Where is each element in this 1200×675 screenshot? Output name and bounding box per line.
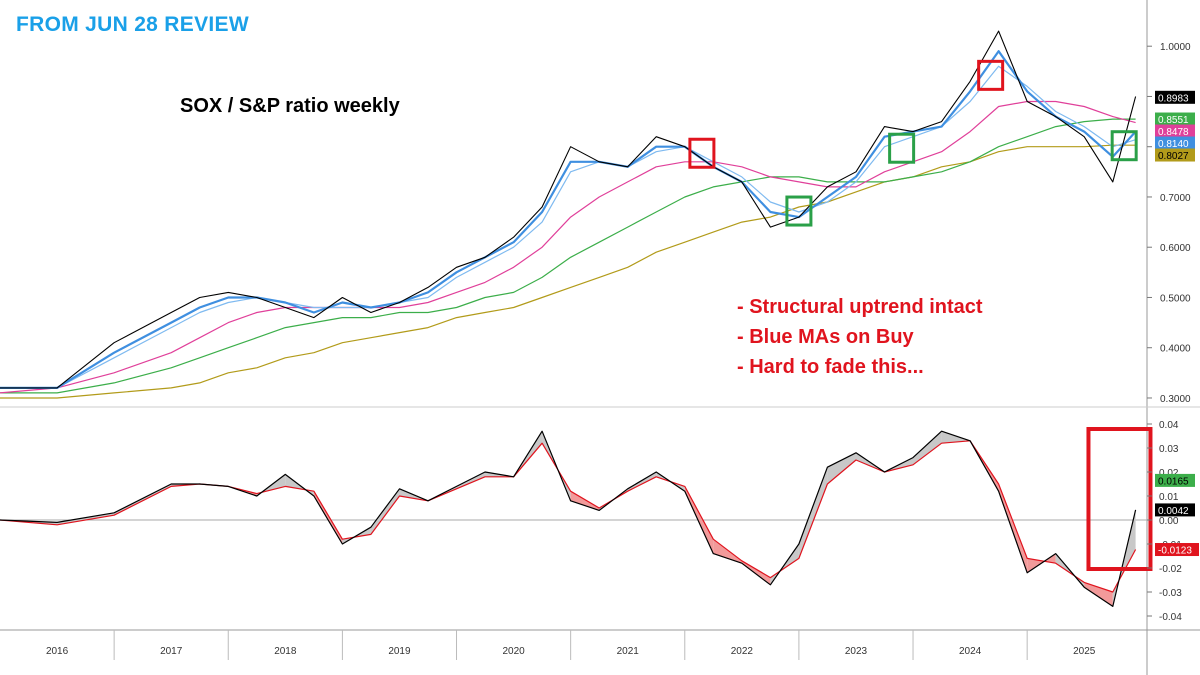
y-tick-label: 0.5000 (1160, 293, 1191, 304)
y-tick-label: 1.0000 (1160, 42, 1191, 53)
osc-fill (798, 467, 828, 559)
y-tick-label: 0.3000 (1160, 394, 1191, 405)
note-line: - Blue MAs on Buy (737, 326, 914, 348)
x-tick-label: 2025 (1073, 646, 1096, 657)
lower-panel (0, 430, 1137, 608)
x-tick-label: 2019 (388, 646, 411, 657)
y-tick-label: 0.00 (1159, 516, 1179, 527)
osc-fill (370, 488, 400, 535)
osc-fill (913, 431, 942, 465)
y-tick-label: -0.02 (1159, 564, 1182, 575)
series-line (0, 30, 1137, 389)
green-box-annotation (785, 195, 813, 227)
header-label: FROM JUN 28 REVIEW (16, 13, 249, 36)
last-value-label: -0.0123 (1158, 546, 1192, 557)
osc-fill (827, 452, 856, 484)
series-line (0, 100, 1136, 394)
last-value-tag (1155, 148, 1195, 162)
last-value-tag (1155, 90, 1195, 104)
x-tick-label: 2022 (731, 646, 754, 657)
last-value-label: 0.0165 (1158, 476, 1189, 487)
last-value-tag (1155, 112, 1195, 126)
last-value-label: 0.8551 (1158, 115, 1189, 126)
osc-fill (313, 491, 343, 544)
red-box-annotation (688, 137, 716, 169)
red-box-annotation (1086, 427, 1153, 571)
last-value-tag (1155, 503, 1195, 517)
green-box-annotation (1110, 130, 1138, 162)
osc-fill (1084, 582, 1113, 607)
x-tick-label: 2018 (274, 646, 297, 657)
last-value-tag (1155, 473, 1195, 487)
note-line: - Hard to fade this... (737, 356, 924, 378)
y-tick-label: 0.03 (1159, 444, 1179, 455)
series-line (0, 430, 1137, 608)
note-line: - Structural uptrend intact (737, 296, 983, 318)
red-box-annotation (977, 59, 1005, 91)
x-tick-label: 2016 (46, 646, 69, 657)
last-value-label: 0.8478 (1158, 127, 1189, 138)
x-tick-label: 2020 (502, 646, 525, 657)
x-tick-label: 2017 (160, 646, 183, 657)
y-tick-label: -0.04 (1159, 612, 1182, 623)
y-tick-label: 0.7000 (1160, 193, 1191, 204)
last-value-tag (1155, 543, 1199, 557)
annotation-layer (688, 59, 1153, 571)
y-tick-label: -0.03 (1159, 588, 1182, 599)
y-tick-label: 0.6000 (1160, 243, 1191, 254)
series-line (0, 144, 1136, 399)
last-value-label: 0.8027 (1158, 151, 1189, 162)
y-tick-label: 0.02 (1159, 468, 1179, 479)
last-value-label: 0.0042 (1158, 506, 1189, 517)
green-box-annotation (888, 132, 916, 164)
x-tick-label: 2024 (959, 646, 982, 657)
series-line (0, 118, 1136, 394)
x-tick-label: 2023 (845, 646, 868, 657)
axis-layer: 1.00000.90000.80000.70000.60000.50000.40… (46, 42, 1199, 660)
y-tick-label: 0.01 (1159, 492, 1179, 503)
upper-panel (0, 30, 1137, 399)
x-tick-label: 2021 (617, 646, 640, 657)
last-value-label: 0.8140 (1158, 139, 1189, 150)
last-value-tag (1155, 136, 1195, 150)
last-value-tag (1155, 124, 1195, 138)
chart-title: SOX / S&P ratio weekly (180, 95, 400, 117)
y-tick-label: 0.04 (1159, 420, 1179, 431)
y-tick-label: 0.4000 (1160, 344, 1191, 355)
last-value-label: 0.8983 (1158, 93, 1189, 104)
notes-block: - Structural uptrend intact - Blue MAs o… (737, 292, 983, 382)
series-line (0, 440, 1137, 593)
